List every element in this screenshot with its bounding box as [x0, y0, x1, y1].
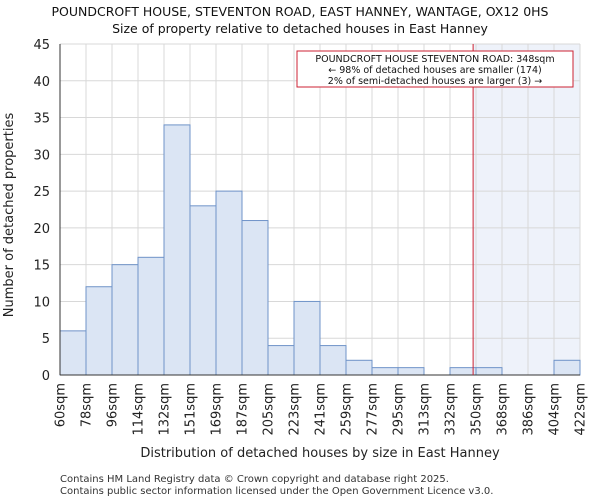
bar-259sqm	[345, 359, 373, 376]
x-tick-label: 78sqm	[80, 383, 95, 427]
annotation-box: POUNDCROFT HOUSE STEVENTON ROAD: 348sqm …	[296, 50, 574, 88]
x-tick-label: 132sqm	[158, 383, 173, 436]
x-tick-label: 151sqm	[184, 383, 199, 436]
bar-187sqm	[241, 220, 269, 376]
bar-332sqm	[449, 367, 477, 376]
bar-277sqm	[371, 367, 399, 376]
y-tick-label: 15	[33, 259, 50, 274]
bar-151sqm	[189, 205, 217, 376]
bar-404sqm	[553, 359, 581, 376]
bar-350sqm	[475, 367, 503, 376]
x-tick-label: 368sqm	[496, 383, 511, 436]
bar-205sqm	[267, 345, 295, 376]
x-tick-label: 332sqm	[444, 383, 459, 436]
chart-title: POUNDCROFT HOUSE, STEVENTON ROAD, EAST H…	[52, 4, 549, 19]
y-tick-label: 30	[33, 148, 50, 163]
x-tick-label: 114sqm	[132, 383, 147, 436]
y-tick-label: 0	[42, 369, 50, 384]
bar-241sqm	[319, 345, 347, 376]
y-tick-label: 40	[33, 75, 50, 90]
x-tick-labels: 60sqm 78sqm 96sqm 114sqm 132sqm 151sqm 169sqm 1…	[54, 383, 589, 436]
highlight-region	[473, 44, 580, 375]
x-tick-label: 259sqm	[340, 383, 355, 436]
bar-114sqm	[137, 256, 165, 376]
y-tick-label: 5	[42, 332, 50, 347]
x-tick-label: 404sqm	[548, 383, 563, 436]
footer-line-2: Contains public sector information licen…	[60, 486, 493, 497]
x-tick-label: 295sqm	[392, 383, 407, 436]
x-tick-label: 277sqm	[366, 383, 381, 436]
x-axis-title: Distribution of detached houses by size …	[140, 446, 500, 461]
x-tick-label: 223sqm	[288, 383, 303, 436]
bar-78sqm	[85, 286, 113, 376]
bar-223sqm	[293, 300, 321, 376]
y-tick-label: 20	[33, 222, 50, 237]
x-tick-label: 386sqm	[522, 383, 537, 436]
bar-132sqm	[163, 124, 191, 376]
bar-169sqm	[215, 190, 243, 376]
x-tick-label: 60sqm	[54, 383, 69, 427]
chart-subtitle: Size of property relative to detached ho…	[112, 21, 488, 36]
y-tick-labels: 0 5 10 15 20 25 30 35 40 45	[33, 38, 50, 384]
x-tick-label: 187sqm	[236, 383, 251, 436]
annotation-line-3: 2% of semi-detached houses are larger (3…	[328, 76, 542, 87]
footer-line-1: Contains HM Land Registry data © Crown c…	[60, 474, 449, 485]
y-tick-label: 10	[33, 295, 50, 310]
bar-295sqm	[397, 367, 425, 376]
y-axis-title: Number of detached properties	[2, 113, 17, 318]
bar-96sqm	[111, 264, 139, 376]
bar-60sqm	[59, 330, 87, 376]
annotation-line-1: POUNDCROFT HOUSE STEVENTON ROAD: 348sqm	[315, 54, 554, 65]
y-tick-label: 35	[33, 112, 50, 127]
x-tick-label: 241sqm	[314, 383, 329, 436]
x-tick-label: 169sqm	[210, 383, 225, 436]
axes	[59, 44, 580, 376]
x-tick-label: 350sqm	[470, 383, 485, 436]
annotation-frame	[296, 50, 574, 88]
annotation-line-2: ← 98% of detached houses are smaller (17…	[328, 65, 541, 76]
x-tick-label: 422sqm	[574, 383, 589, 436]
x-tick-label: 313sqm	[418, 383, 433, 436]
bars	[59, 124, 581, 376]
x-tick-label: 205sqm	[262, 383, 277, 436]
x-tick-label: 96sqm	[106, 383, 121, 427]
y-tick-label: 25	[33, 185, 50, 200]
y-tick-label: 45	[33, 38, 50, 53]
